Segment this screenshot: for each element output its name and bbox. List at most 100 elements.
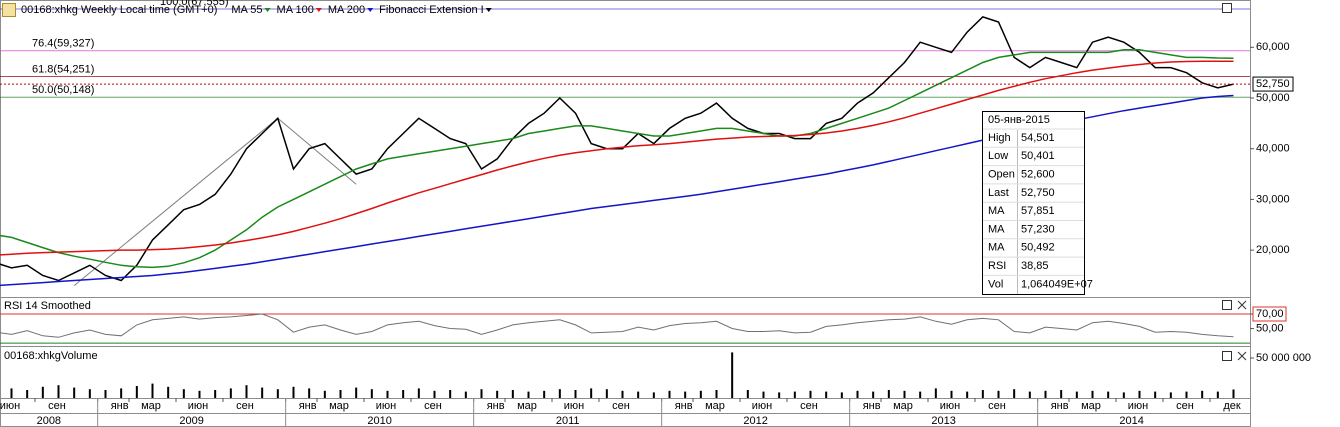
volume-bar <box>1216 391 1219 398</box>
volume-bar <box>261 387 264 398</box>
info-value: 57,851 <box>1021 205 1055 217</box>
volume-bar <box>151 383 154 398</box>
volume-bar <box>825 391 828 398</box>
maximize-button[interactable] <box>1222 3 1232 13</box>
x-tick-label: янв <box>111 400 129 412</box>
volume-bar <box>637 391 640 398</box>
volume-bar <box>621 390 624 398</box>
info-label: Vol <box>988 278 1003 290</box>
info-value: 57,230 <box>1021 223 1055 235</box>
info-label: MA <box>988 242 1005 254</box>
volume-bar <box>1185 391 1188 398</box>
x-tick-label: мар <box>517 400 537 412</box>
legend-entry: MA 200 <box>328 4 365 16</box>
x-tick-label: янв <box>1051 400 1069 412</box>
volume-bar <box>1060 390 1063 398</box>
volume-bar <box>276 389 279 398</box>
volume-bar <box>73 387 76 398</box>
volume-bar <box>668 390 671 398</box>
x-tick-label: июн <box>752 400 772 412</box>
x-tick-label: июн <box>188 400 208 412</box>
volume-bar <box>558 389 561 398</box>
volume-bar <box>370 389 373 398</box>
volume-bar <box>402 390 405 398</box>
volume-bar <box>511 390 514 398</box>
info-label: MA <box>988 205 1005 217</box>
volume-bar <box>903 390 906 398</box>
maximize-button[interactable] <box>1222 351 1232 361</box>
x-tick-label: янв <box>299 400 317 412</box>
volume-bar <box>1232 389 1235 398</box>
volume-bar <box>26 390 29 398</box>
y-tick-label: 70,00 <box>1256 308 1284 320</box>
maximize-button[interactable] <box>1222 300 1232 310</box>
volume-bar <box>167 386 170 398</box>
volume-bar <box>590 388 593 398</box>
info-value: 50,401 <box>1021 150 1055 162</box>
x-tick-label: июн <box>0 400 20 412</box>
y-tick-label: 50,000 <box>1256 92 1290 104</box>
volume-bar <box>997 390 1000 398</box>
close-button[interactable] <box>1237 351 1247 361</box>
last-price-label: 52,750 <box>1256 78 1290 90</box>
volume-bar <box>88 389 91 398</box>
info-value: 54,501 <box>1021 132 1055 144</box>
volume-bar <box>778 392 781 398</box>
x-tick-label: мар <box>705 400 725 412</box>
volume-bar <box>746 390 749 398</box>
rsi-panel <box>0 297 1251 347</box>
x-tick-label: янв <box>675 400 693 412</box>
volume-bar <box>433 390 436 398</box>
year-label: 2013 <box>931 415 955 427</box>
volume-bar <box>386 390 389 398</box>
volume-bar <box>872 391 875 398</box>
close-button[interactable] <box>1237 300 1247 310</box>
legend-entry: 00168:xhkg Weekly Local time (GMT+0) <box>21 4 217 16</box>
fibonacci-label: 100.0(67,555) <box>160 0 229 8</box>
volume-bar <box>887 390 890 398</box>
rsi-line <box>0 313 1234 338</box>
volume-bar <box>104 390 107 398</box>
y-tick-box <box>1252 306 1287 322</box>
legend-menu <box>315 8 322 12</box>
volume-panel <box>0 346 1251 399</box>
price-header: 00168:xhkg Weekly Local time (GMT+0) MA 5… <box>2 3 492 17</box>
volume-bar <box>793 391 796 398</box>
volume-bar <box>1091 390 1094 398</box>
volume-bar <box>1201 390 1204 398</box>
volume-bar <box>840 392 843 398</box>
legend-entry: MA 100 <box>277 4 314 16</box>
x-tick-label: янв <box>863 400 881 412</box>
legend-menu <box>485 8 492 12</box>
volume-bar <box>214 390 217 398</box>
info-label: Open <box>988 169 1015 181</box>
x-tick-label: июн <box>1128 400 1148 412</box>
volume-bar <box>981 390 984 398</box>
year-label: 2014 <box>1119 415 1143 427</box>
info-value: 52,600 <box>1021 169 1055 181</box>
x-tick-label: сен <box>236 400 254 412</box>
volume-plot <box>10 352 1235 398</box>
volume-bar <box>496 390 499 398</box>
x-tick-label: июн <box>564 400 584 412</box>
y-tick-label: 50,00 <box>1256 322 1284 334</box>
volume-bar <box>245 385 248 398</box>
volume-bar <box>1122 392 1125 398</box>
volume-bar <box>1044 390 1047 398</box>
info-date: 05-янв-2015 <box>988 114 1050 126</box>
volume-bar <box>292 386 295 398</box>
volume-bar <box>934 388 937 398</box>
volume-bar <box>308 388 311 398</box>
volume-bar <box>731 352 734 398</box>
volume-bar <box>1075 391 1078 398</box>
info-value: 38,85 <box>1021 260 1049 272</box>
volume-bar <box>605 389 608 398</box>
volume-bar <box>198 390 201 398</box>
fibonacci-trend <box>73 117 357 286</box>
volume-bar <box>543 390 546 398</box>
x-tick-label: сен <box>424 400 442 412</box>
volume-bar <box>574 390 577 398</box>
info-value: 50,492 <box>1021 242 1055 254</box>
volume-bar <box>809 390 812 398</box>
fibonacci-label: 76.4(59,327) <box>32 38 94 50</box>
